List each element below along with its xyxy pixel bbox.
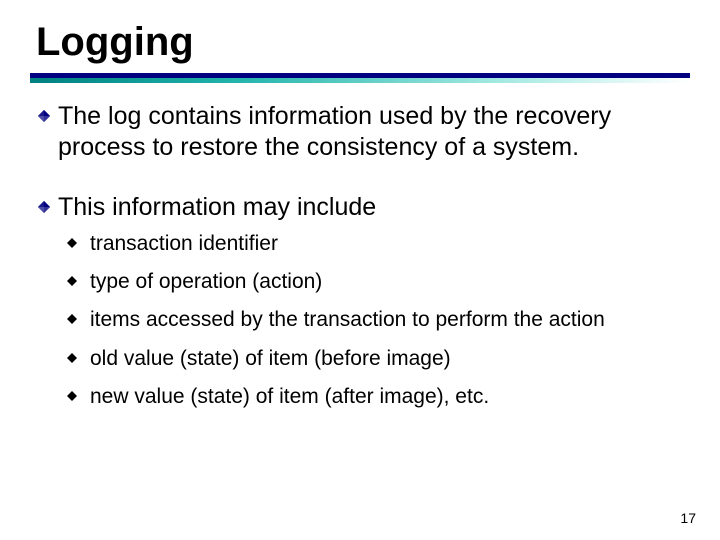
slide-body: The log contains information used by the… <box>30 83 690 410</box>
sub-bullet-text: transaction identifier <box>90 231 682 257</box>
bullet-text: The log contains information used by the… <box>58 101 682 164</box>
bullet-level2: items accessed by the transaction to per… <box>66 307 682 333</box>
sub-bullet-text: old value (state) of item (before image) <box>90 346 682 372</box>
title-underline <box>30 73 690 83</box>
slide-title: Logging <box>30 20 690 71</box>
bullet-text: This information may include <box>58 192 682 223</box>
sub-bullet-list: transaction identifier type of operation… <box>38 231 682 410</box>
bullet-level1: This information may include <box>38 192 682 223</box>
sub-bullet-text: new value (state) of item (after image),… <box>90 384 682 410</box>
sub-bullet-text: items accessed by the transaction to per… <box>90 307 682 333</box>
bullet-lead: This <box>58 193 105 221</box>
diamond-bullet-icon <box>38 192 58 213</box>
dot-bullet-icon <box>66 231 90 249</box>
dot-bullet-icon <box>66 346 90 364</box>
dot-bullet-icon <box>66 307 90 325</box>
dot-bullet-icon <box>66 269 90 287</box>
bullet-level2: type of operation (action) <box>66 269 682 295</box>
bullet-rest: information may include <box>105 193 376 221</box>
bullet-level2: new value (state) of item (after image),… <box>66 384 682 410</box>
slide: Logging The log contains information use… <box>0 0 720 540</box>
page-number: 17 <box>680 510 696 526</box>
diamond-bullet-icon <box>38 101 58 122</box>
bullet-lead: The <box>58 102 101 130</box>
bullet-rest: log contains information used by the rec… <box>58 102 611 161</box>
bullet-level2: transaction identifier <box>66 231 682 257</box>
bullet-level2: old value (state) of item (before image) <box>66 346 682 372</box>
sub-bullet-text: type of operation (action) <box>90 269 682 295</box>
dot-bullet-icon <box>66 384 90 402</box>
bullet-level1: The log contains information used by the… <box>38 101 682 164</box>
